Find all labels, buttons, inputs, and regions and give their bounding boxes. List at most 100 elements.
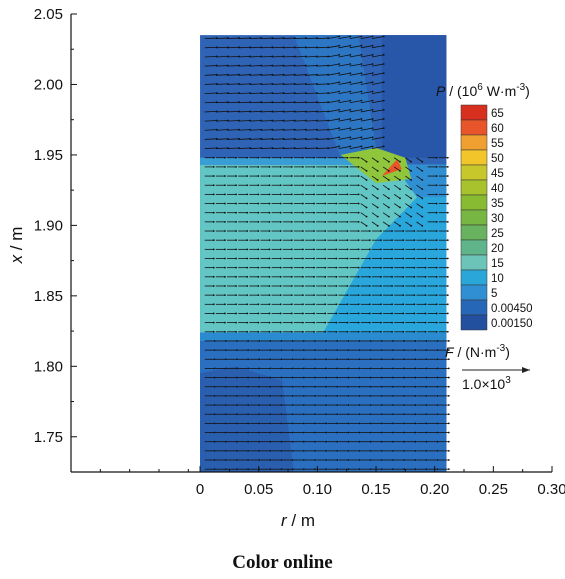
force-vector-head	[365, 224, 368, 227]
force-vector-head	[236, 395, 238, 397]
force-vector-head	[313, 239, 315, 242]
force-vector-head	[314, 349, 316, 352]
force-vector	[382, 203, 390, 208]
force-vector-head	[280, 459, 283, 461]
force-vector	[305, 138, 318, 140]
region-heat-halo	[340, 147, 412, 184]
force-vector-head	[369, 395, 372, 397]
colorbar-level-label: 25	[491, 228, 504, 240]
force-vector	[371, 36, 384, 40]
colorbar-level-label: 10	[491, 273, 504, 285]
force-vector-head	[246, 166, 249, 168]
force-vector	[382, 221, 390, 227]
force-vector-head	[380, 285, 382, 287]
force-vector-head	[257, 312, 260, 315]
force-vector-head	[313, 285, 315, 287]
force-vector	[316, 120, 329, 122]
force-vector-head	[258, 459, 261, 461]
force-vector	[360, 212, 367, 217]
force-vector-head	[424, 321, 427, 324]
force-vector-head	[302, 211, 304, 214]
force-vector	[349, 118, 362, 122]
force-vector-head	[435, 239, 438, 242]
force-vector	[215, 83, 228, 85]
force-vector-head	[446, 230, 449, 232]
force-vector-head	[224, 404, 227, 406]
force-vector-head	[236, 431, 238, 434]
force-vector	[371, 203, 378, 208]
force-vector-head	[212, 321, 215, 324]
force-legend: F / (N·m-3) 1.0×103	[445, 343, 530, 392]
force-vector-head	[436, 413, 439, 416]
force-vector-head	[382, 90, 385, 93]
force-vector	[204, 120, 217, 122]
force-vector-head	[268, 330, 271, 333]
force-vector-head	[280, 349, 283, 352]
force-vector	[215, 55, 228, 58]
force-vector	[371, 136, 384, 140]
force-vector-head	[380, 248, 382, 251]
force-vector	[238, 46, 251, 49]
force-vector	[238, 129, 251, 131]
force-vector	[227, 74, 240, 76]
force-vector-head	[236, 358, 238, 361]
force-vector-head	[246, 330, 249, 333]
force-vector	[249, 129, 262, 131]
force-vector	[293, 110, 306, 113]
force-vector	[271, 110, 284, 113]
force-vector	[305, 83, 318, 85]
force-vector	[227, 138, 240, 140]
force-vector-head	[336, 349, 339, 352]
force-vector-head	[435, 321, 438, 324]
force-vector-head	[314, 404, 316, 406]
force-vector-head	[381, 340, 383, 342]
force-vector-head	[382, 44, 385, 47]
x-tick-label: 0.20	[420, 481, 449, 498]
force-vector-head	[223, 230, 226, 232]
force-vector-head	[403, 367, 406, 370]
force-vector-head	[302, 230, 304, 232]
force-vector-head	[236, 376, 238, 379]
force-vector-head	[347, 358, 350, 361]
force-vector-head	[302, 202, 304, 205]
force-vector-head	[446, 202, 449, 205]
force-vector-head	[381, 358, 383, 361]
force-vector-head	[290, 266, 293, 269]
x-tick-label: 0.10	[303, 481, 332, 498]
force-vector	[371, 91, 384, 95]
force-vector-head	[371, 53, 374, 56]
force-vector-head	[369, 431, 372, 434]
force-vector-head	[279, 266, 282, 269]
force-vector-head	[325, 431, 328, 434]
x-tick-label: 0	[196, 481, 204, 498]
force-vector-head	[446, 156, 449, 159]
force-vector-head	[258, 376, 261, 379]
force-vector-head	[212, 166, 215, 168]
force-vector-head	[223, 275, 226, 278]
force-vector-head	[436, 459, 439, 461]
force-vector	[338, 91, 351, 95]
force-vector-head	[269, 440, 272, 443]
force-vector-head	[335, 230, 338, 232]
force-vector-head	[436, 422, 439, 425]
force-vector-head	[435, 294, 438, 297]
force-vector-head	[280, 468, 283, 471]
force-vector	[249, 110, 262, 113]
force-vector	[282, 129, 295, 131]
force-vector	[316, 129, 329, 131]
force-vector-head	[414, 404, 417, 406]
force-vector-head	[357, 266, 360, 269]
force-vector-head	[338, 118, 341, 120]
colorbar-level-label: 0.00150	[491, 318, 533, 330]
force-vector-head	[224, 422, 227, 425]
force-vector-head	[313, 275, 315, 278]
force-vector-head	[410, 206, 413, 209]
colorbar-level-label: 20	[491, 243, 504, 255]
force-vector-head	[324, 184, 327, 187]
force-vector-head	[402, 321, 405, 324]
force-vector-head	[399, 215, 401, 218]
force-vector-head	[335, 321, 338, 324]
force-vector-head	[382, 136, 385, 139]
force-vector	[360, 194, 367, 199]
force-vector-head	[280, 431, 283, 434]
